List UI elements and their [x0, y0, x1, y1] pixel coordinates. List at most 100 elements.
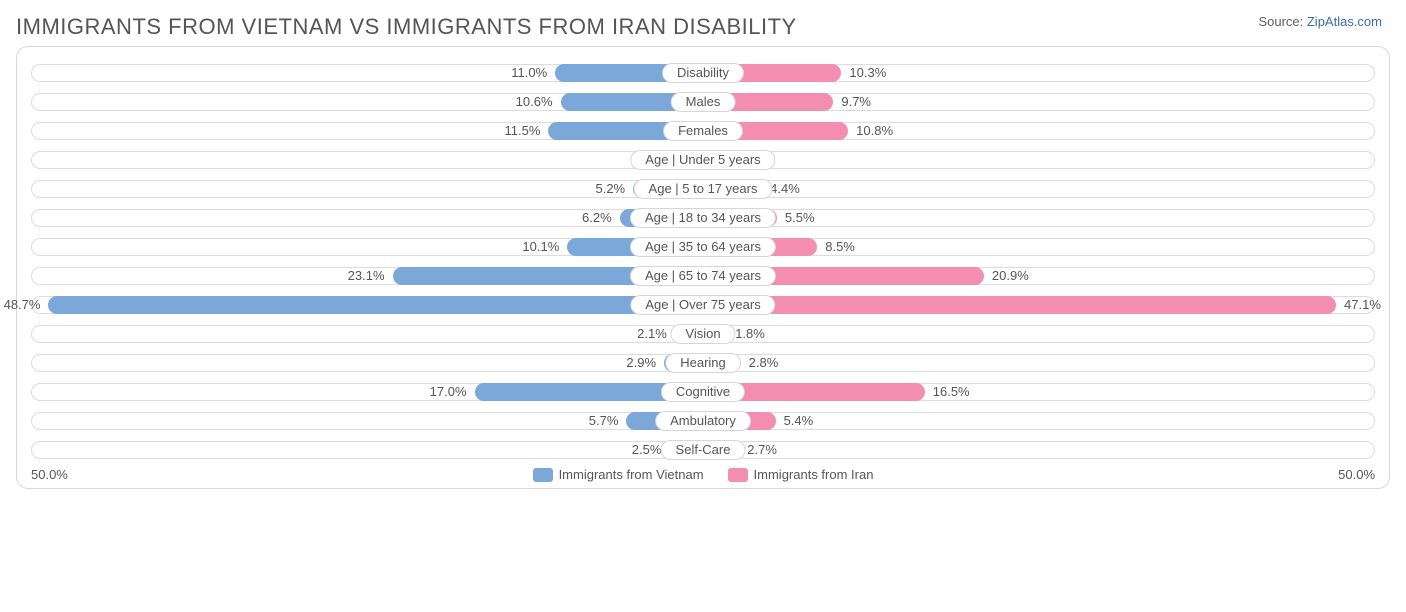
value-left: 23.1%	[348, 267, 385, 285]
category-label: Age | 18 to 34 years	[630, 208, 776, 228]
row-right-half: 8.5%	[703, 234, 1375, 260]
row-left-half: 2.5%	[31, 437, 703, 463]
data-row: 2.1% 1.8%Vision	[31, 321, 1375, 347]
row-right-half: 10.3%	[703, 60, 1375, 86]
value-right: 1.8%	[735, 325, 765, 343]
data-row: 5.7% 5.4% Ambulatory	[31, 408, 1375, 434]
value-left: 2.1%	[637, 325, 667, 343]
row-left-half: 5.7%	[31, 408, 703, 434]
bar-right	[703, 296, 1336, 314]
data-row: 2.9% 2.8% Hearing	[31, 350, 1375, 376]
legend: Immigrants from Vietnam Immigrants from …	[533, 467, 874, 482]
data-row: 1.1%1.0%Age | Under 5 years	[31, 147, 1375, 173]
category-label: Cognitive	[661, 382, 745, 402]
chart-panel: 11.0%10.3%Disability10.6%9.7%Males11.5%1…	[16, 46, 1390, 489]
data-row: 10.6% 9.7% Males	[31, 89, 1375, 115]
legend-swatch-right	[728, 468, 748, 482]
data-row: 5.2% 4.4%Age | 5 to 17 years	[31, 176, 1375, 202]
data-row: 10.1% 8.5% Age | 35 to 64 years	[31, 234, 1375, 260]
row-right-half: 5.4%	[703, 408, 1375, 434]
value-left: 5.7%	[589, 412, 619, 430]
data-row: 23.1% 20.9% Age | 65 to 74 years	[31, 263, 1375, 289]
category-label: Females	[663, 121, 743, 141]
legend-swatch-left	[533, 468, 553, 482]
value-left: 48.7%	[4, 296, 41, 314]
source-prefix: Source:	[1258, 14, 1306, 29]
value-left: 6.2%	[582, 209, 612, 227]
value-right: 10.3%	[849, 64, 886, 82]
row-right-half: 2.8%	[703, 350, 1375, 376]
legend-item-left: Immigrants from Vietnam	[533, 467, 704, 482]
value-right: 8.5%	[825, 238, 855, 256]
row-left-half: 48.7%	[31, 292, 703, 318]
category-label: Ambulatory	[655, 411, 751, 431]
row-left-half: 11.5%	[31, 118, 703, 144]
source-link[interactable]: ZipAtlas.com	[1307, 14, 1382, 29]
category-label: Age | 65 to 74 years	[630, 266, 776, 286]
category-label: Age | 5 to 17 years	[634, 179, 773, 199]
value-right: 2.8%	[749, 354, 779, 372]
value-right: 9.7%	[841, 93, 871, 111]
row-right-half: 10.8%	[703, 118, 1375, 144]
data-row: 11.0% 10.3% Disability	[31, 60, 1375, 86]
chart-title: IMMIGRANTS FROM VIETNAM VS IMMIGRANTS FR…	[16, 14, 1390, 40]
row-right-half: 1.8%	[703, 321, 1375, 347]
category-label: Age | Under 5 years	[630, 150, 775, 170]
legend-label-right: Immigrants from Iran	[754, 467, 874, 482]
row-left-half: 2.9%	[31, 350, 703, 376]
category-label: Age | 35 to 64 years	[630, 237, 776, 257]
row-left-half: 10.6%	[31, 89, 703, 115]
row-right-half: 20.9%	[703, 263, 1375, 289]
value-left: 11.0%	[511, 64, 547, 82]
row-right-half: 1.0%	[703, 147, 1375, 173]
value-left: 10.1%	[522, 238, 559, 256]
value-left: 10.6%	[516, 93, 553, 111]
value-right: 16.5%	[933, 383, 970, 401]
row-right-half: 9.7%	[703, 89, 1375, 115]
row-right-half: 5.5%	[703, 205, 1375, 231]
source-attribution: Source: ZipAtlas.com	[1258, 14, 1382, 29]
axis-right-max: 50.0%	[1338, 467, 1375, 482]
row-left-half: 5.2%	[31, 176, 703, 202]
row-left-half: 2.1%	[31, 321, 703, 347]
value-left: 11.5%	[505, 122, 541, 140]
value-right: 4.4%	[770, 180, 800, 198]
value-right: 20.9%	[992, 267, 1029, 285]
value-right: 47.1%	[1344, 296, 1381, 314]
data-row: 6.2% 5.5% Age | 18 to 34 years	[31, 205, 1375, 231]
data-row: 17.0% 16.5% Cognitive	[31, 379, 1375, 405]
value-left: 2.5%	[632, 441, 662, 459]
row-right-half: 47.1%	[703, 292, 1375, 318]
category-label: Males	[671, 92, 736, 112]
data-row: 48.7%47.1%Age | Over 75 years	[31, 292, 1375, 318]
category-label: Vision	[670, 324, 735, 344]
row-left-half: 17.0%	[31, 379, 703, 405]
row-left-half: 11.0%	[31, 60, 703, 86]
row-left-half: 1.1%	[31, 147, 703, 173]
axis-left-max: 50.0%	[31, 467, 68, 482]
category-label: Disability	[662, 63, 744, 83]
data-row: 2.5% 2.7%Self-Care	[31, 437, 1375, 463]
value-right: 10.8%	[856, 122, 893, 140]
row-right-half: 4.4%	[703, 176, 1375, 202]
row-right-half: 16.5%	[703, 379, 1375, 405]
category-label: Self-Care	[661, 440, 746, 460]
category-label: Age | Over 75 years	[630, 295, 775, 315]
bar-left	[48, 296, 703, 314]
value-left: 5.2%	[595, 180, 625, 198]
legend-label-left: Immigrants from Vietnam	[559, 467, 704, 482]
rows-container: 11.0%10.3%Disability10.6%9.7%Males11.5%1…	[25, 60, 1381, 463]
value-right: 2.7%	[747, 441, 777, 459]
legend-item-right: Immigrants from Iran	[728, 467, 874, 482]
chart-footer: 50.0% Immigrants from Vietnam Immigrants…	[31, 467, 1375, 482]
row-left-half: 6.2%	[31, 205, 703, 231]
category-label: Hearing	[665, 353, 741, 373]
value-left: 17.0%	[430, 383, 467, 401]
row-left-half: 10.1%	[31, 234, 703, 260]
row-left-half: 23.1%	[31, 263, 703, 289]
value-right: 5.5%	[785, 209, 815, 227]
data-row: 11.5% 10.8% Females	[31, 118, 1375, 144]
value-right: 5.4%	[784, 412, 814, 430]
row-right-half: 2.7%	[703, 437, 1375, 463]
value-left: 2.9%	[626, 354, 656, 372]
